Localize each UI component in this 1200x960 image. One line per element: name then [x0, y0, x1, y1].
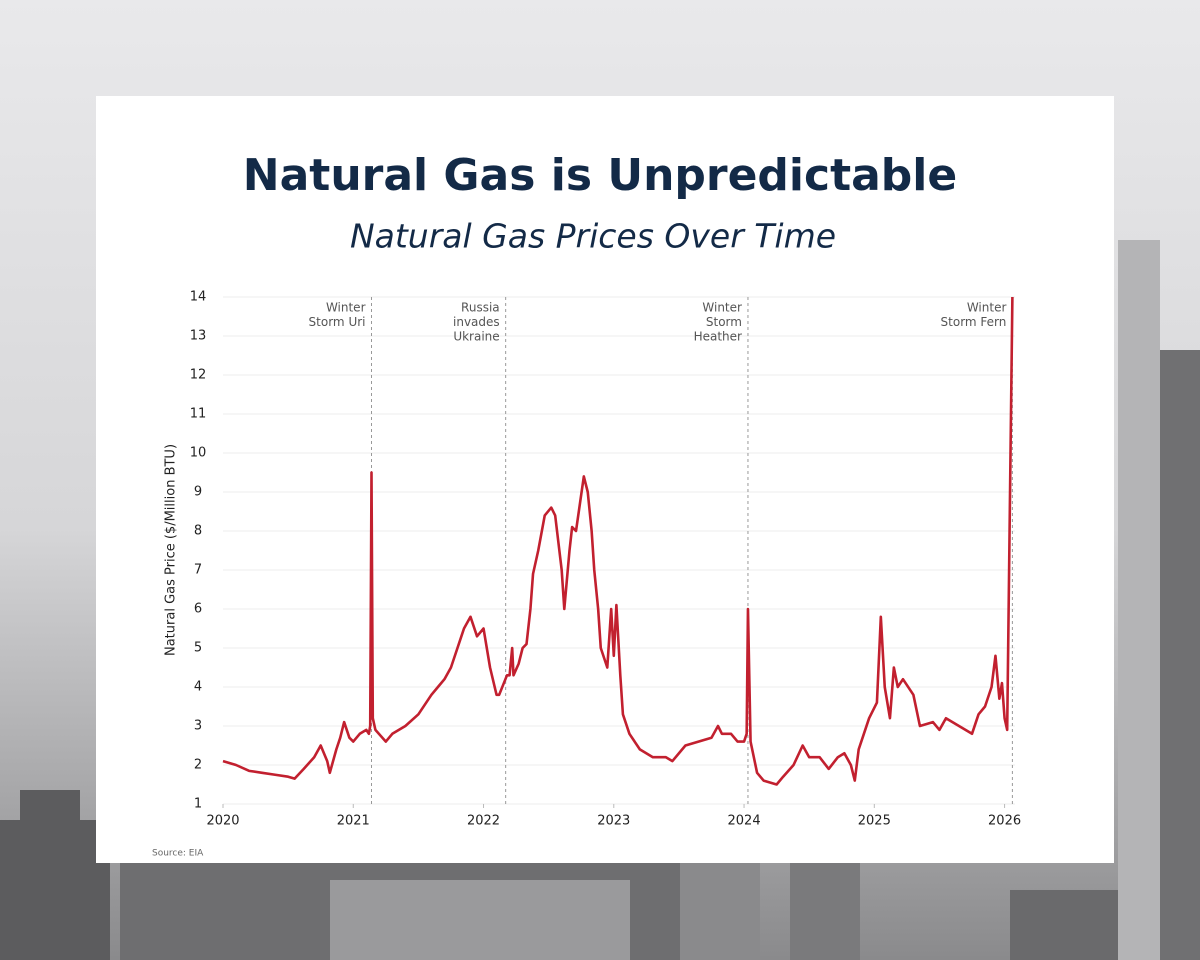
source-note: Source: EIA — [152, 849, 204, 859]
x-tick-label: 2025 — [858, 814, 891, 829]
y-tick-label: 11 — [190, 407, 207, 422]
y-tick-label: 5 — [194, 641, 202, 656]
y-tick-label: 1 — [194, 797, 202, 812]
x-tick-label: 2023 — [597, 814, 630, 829]
y-axis-label: Natural Gas Price ($/Million BTU) — [164, 444, 179, 656]
price-line — [222, 296, 1014, 786]
annotation-text: invades — [453, 315, 500, 329]
x-tick-label: 2022 — [467, 814, 500, 829]
x-tick-label: 2024 — [728, 814, 761, 829]
annotation-text: Russia — [461, 301, 500, 315]
y-tick-label: 6 — [194, 602, 202, 617]
chart-subtitle: Natural Gas Prices Over Time — [350, 217, 836, 256]
annotation-text: Storm — [706, 315, 742, 329]
x-tick-label: 2026 — [988, 814, 1021, 829]
annotation-text: Storm Uri — [309, 315, 366, 329]
annotation-text: Storm Fern — [941, 315, 1007, 329]
annotation-text: Winter — [702, 301, 742, 315]
y-tick-label: 2 — [194, 758, 202, 773]
y-tick-label: 8 — [194, 524, 202, 539]
annotation-text: Winter — [326, 301, 366, 315]
refinery-silhouette — [0, 240, 1200, 960]
card — [96, 96, 1114, 863]
annotation-text: Heather — [694, 330, 742, 344]
chart-title: Natural Gas is Unpredictable — [243, 150, 957, 201]
y-tick-label: 12 — [190, 368, 207, 383]
y-tick-label: 10 — [190, 446, 207, 461]
y-tick-label: 3 — [194, 719, 202, 734]
annotation-text: Winter — [967, 301, 1007, 315]
y-tick-label: 4 — [194, 680, 202, 695]
y-tick-label: 14 — [190, 290, 207, 305]
x-tick-label: 2020 — [206, 814, 239, 829]
y-tick-label: 9 — [194, 485, 202, 500]
annotation-text: Ukraine — [453, 330, 499, 344]
y-tick-label: 13 — [190, 329, 207, 344]
x-tick-label: 2021 — [337, 814, 370, 829]
y-tick-label: 7 — [194, 563, 202, 578]
